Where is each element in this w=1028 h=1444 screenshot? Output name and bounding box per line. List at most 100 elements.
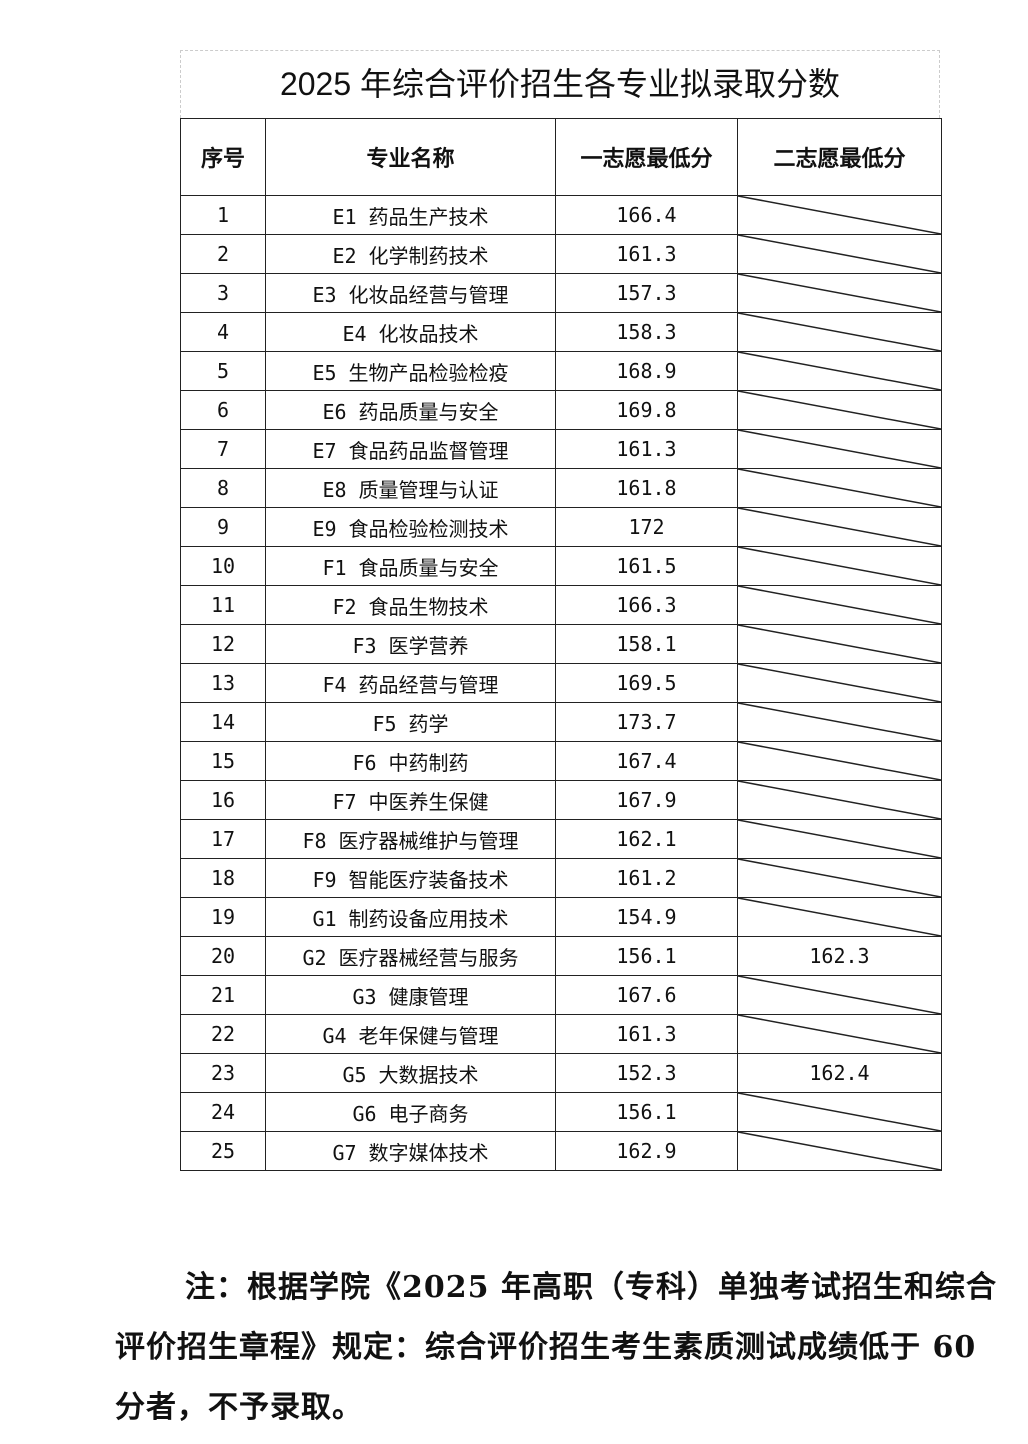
cell-second-choice-score bbox=[737, 546, 942, 586]
diagonal-slash bbox=[738, 625, 941, 663]
cell-major: F8 医疗器械维护与管理 bbox=[265, 819, 556, 859]
cell-second-choice-score bbox=[737, 468, 942, 508]
table-row: 18 F9 智能医疗装备技术 161.2 bbox=[180, 858, 942, 898]
cell-major: G5 大数据技术 bbox=[265, 1053, 556, 1093]
cell-index: 5 bbox=[180, 351, 266, 391]
cell-first-choice-score: 156.1 bbox=[555, 1092, 738, 1132]
cell-second-choice-score: 162.3 bbox=[737, 936, 942, 976]
cell-first-choice-score: 161.5 bbox=[555, 546, 738, 586]
diagonal-slash bbox=[738, 898, 941, 936]
cell-first-choice-score: 154.9 bbox=[555, 897, 738, 937]
diagonal-slash bbox=[738, 1132, 941, 1170]
cell-second-choice-score: 162.4 bbox=[737, 1053, 942, 1093]
table-row: 1 E1 药品生产技术 166.4 bbox=[180, 195, 942, 235]
cell-second-choice-score bbox=[737, 780, 942, 820]
cell-first-choice-score: 161.2 bbox=[555, 858, 738, 898]
cell-first-choice-score: 169.8 bbox=[555, 390, 738, 430]
cell-index: 14 bbox=[180, 702, 266, 742]
cell-major: G3 健康管理 bbox=[265, 975, 556, 1015]
cell-major: E5 生物产品检验检疫 bbox=[265, 351, 556, 391]
cell-second-choice-score bbox=[737, 702, 942, 742]
cell-first-choice-score: 158.3 bbox=[555, 312, 738, 352]
cell-index: 24 bbox=[180, 1092, 266, 1132]
table-row: 22 G4 老年保健与管理 161.3 bbox=[180, 1014, 942, 1054]
cell-major: G4 老年保健与管理 bbox=[265, 1014, 556, 1054]
cell-first-choice-score: 161.3 bbox=[555, 1014, 738, 1054]
diagonal-slash bbox=[738, 430, 941, 468]
diagonal-slash bbox=[738, 1015, 941, 1053]
cell-major: E3 化妆品经营与管理 bbox=[265, 273, 556, 313]
table-row: 7 E7 食品药品监督管理 161.3 bbox=[180, 429, 942, 469]
diagonal-slash bbox=[738, 391, 941, 429]
cell-index: 10 bbox=[180, 546, 266, 586]
table-row: 25 G7 数字媒体技术 162.9 bbox=[180, 1131, 942, 1171]
cell-second-choice-score bbox=[737, 429, 942, 469]
header-first-choice: 一志愿最低分 bbox=[555, 118, 738, 196]
cell-first-choice-score: 161.3 bbox=[555, 234, 738, 274]
cell-second-choice-score bbox=[737, 195, 942, 235]
cell-second-choice-score bbox=[737, 1131, 942, 1171]
cell-index: 1 bbox=[180, 195, 266, 235]
table-row: 11 F2 食品生物技术 166.3 bbox=[180, 585, 942, 625]
cell-major: F5 药学 bbox=[265, 702, 556, 742]
cell-major: E4 化妆品技术 bbox=[265, 312, 556, 352]
cell-index: 22 bbox=[180, 1014, 266, 1054]
table-row: 21 G3 健康管理 167.6 bbox=[180, 975, 942, 1015]
cell-index: 4 bbox=[180, 312, 266, 352]
cell-major: E1 药品生产技术 bbox=[265, 195, 556, 235]
diagonal-slash bbox=[738, 469, 941, 507]
score-table: 序号 专业名称 一志愿最低分 二志愿最低分 1 E1 药品生产技术 166.4 2 E2… bbox=[180, 118, 942, 1171]
cell-index: 18 bbox=[180, 858, 266, 898]
cell-index: 25 bbox=[180, 1131, 266, 1171]
cell-first-choice-score: 169.5 bbox=[555, 663, 738, 703]
cell-second-choice-score bbox=[737, 234, 942, 274]
cell-second-choice-score bbox=[737, 1014, 942, 1054]
diagonal-slash bbox=[738, 781, 941, 819]
cell-first-choice-score: 162.1 bbox=[555, 819, 738, 859]
document-title: 2025 年综合评价招生各专业拟录取分数 bbox=[279, 66, 841, 102]
header-major: 专业名称 bbox=[265, 118, 556, 196]
cell-second-choice-score bbox=[737, 351, 942, 391]
cell-first-choice-score: 167.9 bbox=[555, 780, 738, 820]
table-row: 23 G5 大数据技术 152.3 162.4 bbox=[180, 1053, 942, 1093]
cell-first-choice-score: 173.7 bbox=[555, 702, 738, 742]
header-second-choice: 二志愿最低分 bbox=[737, 118, 942, 196]
cell-first-choice-score: 161.3 bbox=[555, 429, 738, 469]
cell-first-choice-score: 167.6 bbox=[555, 975, 738, 1015]
cell-major: G7 数字媒体技术 bbox=[265, 1131, 556, 1171]
cell-major: F1 食品质量与安全 bbox=[265, 546, 556, 586]
cell-index: 2 bbox=[180, 234, 266, 274]
cell-index: 8 bbox=[180, 468, 266, 508]
cell-major: G1 制药设备应用技术 bbox=[265, 897, 556, 937]
cell-major: E7 食品药品监督管理 bbox=[265, 429, 556, 469]
diagonal-slash bbox=[738, 1093, 941, 1131]
cell-major: G2 医疗器械经营与服务 bbox=[265, 936, 556, 976]
cell-major: F6 中药制药 bbox=[265, 741, 556, 781]
header-index: 序号 bbox=[180, 118, 266, 196]
table-row: 19 G1 制药设备应用技术 154.9 bbox=[180, 897, 942, 937]
cell-first-choice-score: 156.1 bbox=[555, 936, 738, 976]
diagonal-slash bbox=[738, 859, 941, 897]
diagonal-slash bbox=[738, 976, 941, 1014]
cell-index: 6 bbox=[180, 390, 266, 430]
title-frame bbox=[180, 50, 940, 118]
diagonal-slash bbox=[738, 508, 941, 546]
table-row: 8 E8 质量管理与认证 161.8 bbox=[180, 468, 942, 508]
cell-major: F3 医学营养 bbox=[265, 624, 556, 664]
cell-index: 3 bbox=[180, 273, 266, 313]
cell-second-choice-score bbox=[737, 507, 942, 547]
table-row: 15 F6 中药制药 167.4 bbox=[180, 741, 942, 781]
cell-major: F2 食品生物技术 bbox=[265, 585, 556, 625]
table-row: 4 E4 化妆品技术 158.3 bbox=[180, 312, 942, 352]
cell-second-choice-score bbox=[737, 858, 942, 898]
cell-major: E8 质量管理与认证 bbox=[265, 468, 556, 508]
cell-major: F4 药品经营与管理 bbox=[265, 663, 556, 703]
cell-first-choice-score: 162.9 bbox=[555, 1131, 738, 1171]
cell-second-choice-score bbox=[737, 585, 942, 625]
cell-index: 23 bbox=[180, 1053, 266, 1093]
cell-index: 16 bbox=[180, 780, 266, 820]
table-header-row: 序号 专业名称 一志愿最低分 二志愿最低分 bbox=[180, 118, 942, 196]
table-row: 6 E6 药品质量与安全 169.8 bbox=[180, 390, 942, 430]
table-row: 2 E2 化学制药技术 161.3 bbox=[180, 234, 942, 274]
table-row: 5 E5 生物产品检验检疫 168.9 bbox=[180, 351, 942, 391]
